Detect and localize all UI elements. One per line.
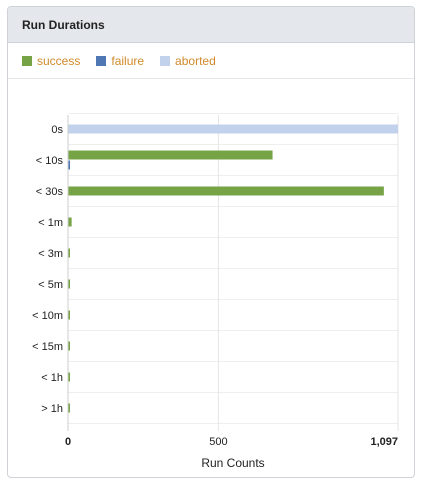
category-label: < 1m (38, 217, 63, 229)
panel-header: Run Durations (8, 7, 414, 43)
category-label: < 3m (38, 248, 63, 260)
x-tick-label: 1,097 (370, 436, 398, 448)
category-label: < 30s (36, 186, 64, 198)
category-label: > 1h (41, 403, 63, 415)
bar-success (68, 310, 70, 320)
category-label: 0s (51, 124, 63, 136)
category-label: < 10m (32, 310, 63, 322)
x-tick-label: 0 (65, 436, 71, 448)
bar-success (68, 186, 384, 196)
bar-success (68, 248, 70, 258)
panel-title: Run Durations (22, 17, 105, 32)
legend-swatch-success (22, 55, 32, 66)
x-axis-title: Run Counts (201, 456, 264, 470)
bar-success (68, 279, 70, 289)
bar-success (68, 217, 72, 227)
bar-success (68, 341, 70, 351)
bar-failure (68, 160, 70, 170)
bar-success (68, 150, 273, 160)
x-tick-label: 500 (209, 436, 227, 448)
bar-success (68, 372, 70, 382)
chart-legend: success failure aborted (8, 43, 414, 79)
legend-label-failure: failure (111, 53, 145, 68)
legend-swatch-failure (96, 55, 107, 66)
category-label: < 1h (41, 372, 63, 384)
legend-swatch-aborted (160, 55, 171, 66)
legend-item-aborted[interactable]: aborted (160, 54, 216, 68)
run-durations-chart: 0s < 10s < 30s < 1m < 3m < 5m < 10m < 15m < 1h > … (32, 113, 399, 470)
legend-label-success: success (37, 53, 81, 68)
category-label: < 10s (36, 155, 64, 167)
category-label: < 15m (32, 341, 63, 353)
bar-aborted (68, 124, 398, 134)
category-label: < 5m (38, 279, 63, 291)
run-durations-panel: Run Durations success failure aborted 0s… (7, 6, 415, 478)
legend-item-success[interactable]: success (22, 54, 80, 68)
legend-label-aborted: aborted (175, 53, 216, 68)
bar-success (68, 403, 70, 413)
legend-item-failure[interactable]: failure (96, 54, 144, 68)
